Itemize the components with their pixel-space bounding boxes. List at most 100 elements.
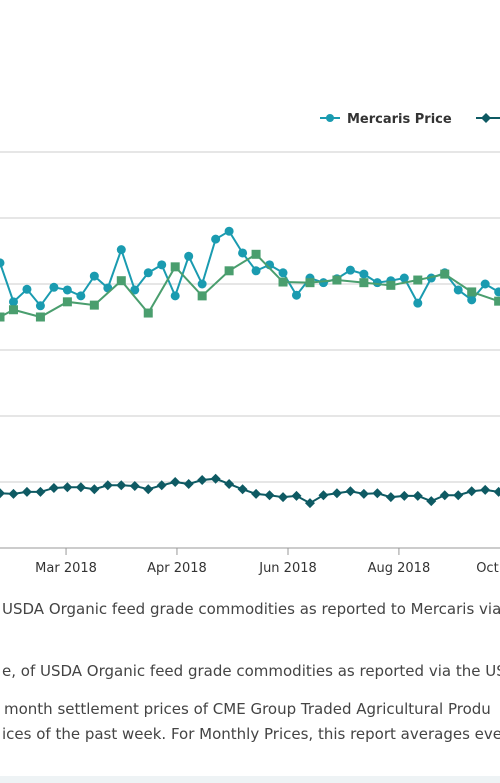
point	[291, 490, 302, 501]
point	[8, 488, 19, 499]
point	[211, 234, 221, 244]
legend-marker	[481, 113, 491, 123]
point	[156, 480, 167, 491]
point	[170, 291, 180, 301]
point	[264, 490, 275, 501]
x-tick-label: Aug 2018	[368, 561, 431, 576]
point	[183, 478, 194, 489]
point	[184, 251, 194, 261]
legend-marker	[326, 114, 334, 122]
point	[467, 287, 477, 297]
point	[143, 308, 153, 318]
point	[278, 268, 288, 278]
point	[76, 291, 86, 301]
point	[0, 312, 5, 322]
point	[197, 475, 208, 486]
point	[170, 262, 180, 272]
x-tick-label: Mar 2018	[35, 561, 97, 576]
x-tick-label: Apr 2018	[147, 561, 207, 576]
point	[116, 245, 126, 255]
point	[89, 484, 100, 495]
point	[493, 486, 500, 497]
point	[291, 290, 301, 300]
point	[480, 279, 490, 289]
note: month settlement prices of CME Group Tra…	[4, 700, 491, 718]
point	[35, 312, 45, 322]
point	[251, 249, 261, 259]
point	[224, 226, 234, 236]
point	[21, 486, 32, 497]
point	[0, 258, 5, 268]
point	[224, 266, 234, 276]
point	[8, 305, 18, 315]
note: ices of the past week. For Monthly Price…	[2, 725, 500, 743]
point	[143, 484, 154, 495]
point	[318, 278, 328, 288]
point	[116, 480, 127, 491]
point	[426, 496, 437, 507]
point	[102, 480, 113, 491]
point	[372, 488, 383, 499]
point	[170, 477, 181, 487]
point	[467, 295, 477, 305]
point	[399, 490, 410, 501]
point	[251, 266, 261, 276]
point	[143, 268, 153, 278]
point	[129, 480, 140, 491]
point	[318, 490, 329, 501]
x-tick-label: Jun 2018	[258, 561, 317, 576]
point	[359, 269, 369, 279]
point	[305, 278, 315, 288]
point	[62, 285, 72, 295]
point	[359, 278, 369, 288]
point	[62, 482, 73, 493]
note: USDA Organic feed grade commodities as r…	[2, 600, 500, 618]
point	[224, 478, 235, 489]
point	[8, 297, 18, 307]
point	[399, 273, 409, 283]
point	[466, 486, 477, 497]
point	[238, 248, 248, 258]
point	[412, 490, 423, 501]
point	[197, 279, 207, 289]
point	[35, 301, 45, 311]
point	[413, 298, 423, 308]
point	[210, 473, 221, 484]
point	[385, 492, 396, 503]
point	[75, 482, 86, 493]
series-line	[0, 229, 500, 308]
point	[278, 277, 288, 287]
point	[440, 269, 450, 279]
point	[22, 284, 32, 294]
point	[48, 482, 59, 493]
point	[345, 486, 356, 497]
point	[130, 285, 140, 295]
point	[116, 276, 126, 286]
point	[197, 291, 207, 301]
point	[494, 296, 500, 306]
point	[386, 280, 396, 290]
point	[332, 275, 342, 285]
point	[304, 498, 315, 509]
point	[49, 282, 59, 292]
chart: Mercaris Price Mar 2018 Apr 2018 Jun 2018 A…	[0, 112, 500, 576]
point	[413, 275, 423, 285]
note: e, of USDA Organic feed grade commoditie…	[2, 662, 500, 680]
point	[89, 300, 99, 310]
legend-label[interactable]: Mercaris Price	[347, 112, 452, 127]
point	[453, 285, 463, 295]
point	[494, 287, 500, 297]
point	[251, 488, 262, 499]
point	[62, 297, 72, 307]
point	[453, 490, 464, 501]
point	[237, 484, 248, 495]
point	[331, 488, 342, 499]
point	[358, 488, 369, 499]
point	[345, 265, 355, 275]
x-tick-label: Oct 2018	[476, 561, 500, 576]
footer-bar	[0, 776, 500, 783]
point	[278, 492, 289, 503]
point	[35, 486, 46, 497]
point	[157, 260, 167, 270]
